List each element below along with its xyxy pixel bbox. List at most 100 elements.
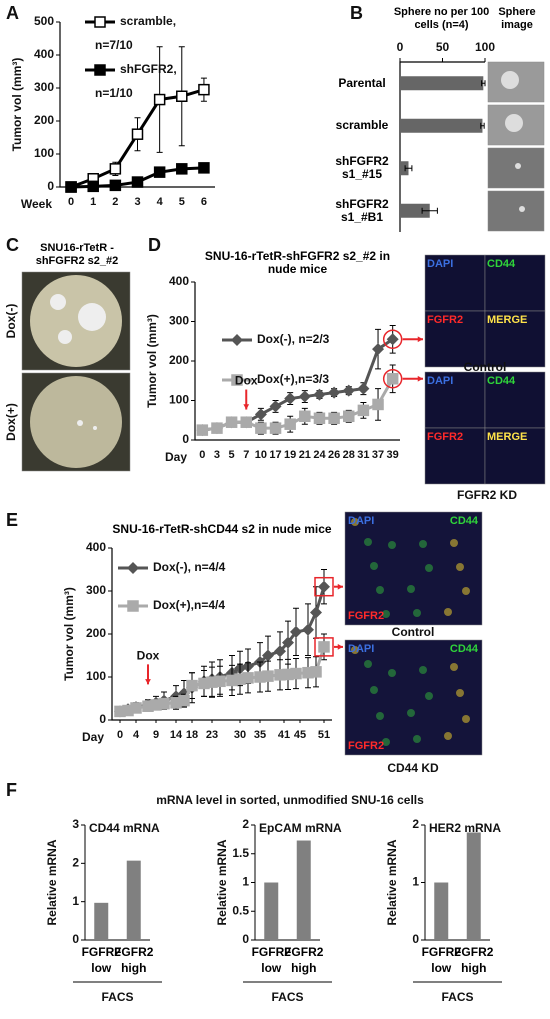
micrograph	[484, 371, 546, 429]
y-tick-label: 2	[242, 817, 249, 831]
x-tick-label: 21	[299, 449, 311, 461]
micrograph	[424, 310, 486, 368]
annotation: Dox	[235, 374, 258, 388]
marker	[211, 422, 223, 434]
marker	[310, 606, 322, 619]
cell	[376, 712, 384, 720]
arrow-head	[417, 336, 423, 343]
y-tick-label: 100	[169, 393, 189, 407]
micrograph	[487, 190, 545, 232]
legend-marker	[231, 334, 243, 346]
x-tick-label: 5	[229, 449, 235, 461]
bar	[466, 832, 481, 940]
cell	[382, 610, 390, 618]
channel-label: DAPI	[427, 258, 453, 270]
legend-label: Dox(-), n=2/3	[257, 332, 330, 346]
marker	[255, 422, 267, 434]
marker	[109, 179, 122, 192]
channel-label: DAPI	[427, 375, 453, 387]
highlight	[382, 329, 403, 350]
cell	[382, 738, 390, 746]
x-tick-label: 2	[112, 196, 118, 208]
x-tick-label: 3	[134, 196, 140, 208]
marker	[328, 386, 341, 399]
chart-title-box: SNU-16-rTetR-shFGFR2 s2_#2 in nude mice	[205, 250, 390, 276]
x-tick-label: 10	[255, 449, 267, 461]
cell	[419, 540, 427, 548]
marker	[153, 93, 166, 106]
bar	[400, 161, 409, 176]
x-tick-label: 0	[68, 196, 74, 208]
cell	[351, 646, 359, 654]
legend-note: n=1/10	[95, 86, 133, 100]
channel-label: FGFR2	[348, 740, 384, 752]
x-tick-label: 14	[170, 729, 183, 741]
micrograph	[487, 104, 545, 146]
marker	[254, 408, 267, 421]
error-bar	[480, 122, 485, 129]
y-axis-label: Relative mRNA	[385, 839, 399, 925]
chart-title: EpCAM mRNA	[259, 821, 342, 835]
y-tick-label: Parental	[338, 75, 386, 90]
annotation: Dox	[137, 649, 160, 663]
x-tick-label-box: FGFR2 low	[422, 945, 461, 975]
x-tick-label: 50	[436, 40, 450, 54]
marker	[290, 625, 302, 638]
x-tick-label: 35	[254, 729, 266, 741]
marker	[299, 410, 311, 423]
cell	[413, 735, 421, 743]
cell	[450, 539, 458, 547]
marker	[109, 163, 122, 175]
marker	[386, 333, 399, 346]
marker	[269, 400, 282, 413]
x-tick-label-box: FGFR2 low	[252, 945, 291, 975]
x-tick-label: 100	[475, 40, 495, 54]
marker	[313, 388, 326, 401]
y-axis-label: Tumor vol (mm³)	[62, 587, 76, 681]
x-tick-label: 6	[201, 196, 207, 208]
channel-label: CD44	[487, 375, 516, 387]
cell	[364, 660, 372, 668]
y-tick-label: 1	[412, 875, 419, 889]
y-tick-label-box: Parental	[338, 75, 386, 90]
y-tick-label: 300	[34, 80, 54, 94]
cell	[419, 666, 427, 674]
marker	[131, 128, 144, 140]
cell	[462, 587, 470, 595]
y-tick-label: 300	[86, 583, 106, 597]
channel-label: CD44	[450, 643, 479, 655]
arrow-head	[243, 404, 250, 410]
y-tick-label: 1	[72, 894, 79, 908]
x-tick-label: 4	[133, 729, 140, 741]
x-tick-label: 4	[157, 196, 164, 208]
x-axis-label: Week	[21, 197, 52, 211]
x-tick-label: 28	[343, 449, 355, 461]
cell	[450, 663, 458, 671]
axis	[194, 282, 400, 441]
cell	[456, 563, 464, 571]
marker	[313, 412, 326, 425]
channel-label: FGFR2	[427, 314, 463, 326]
image-title: SNU16-rTetR -shFGFR2 s2_#2	[35, 242, 119, 267]
error-bar	[481, 80, 486, 87]
marker	[357, 404, 370, 417]
x-tick-label: 0	[117, 729, 123, 741]
arrow-head	[337, 583, 343, 590]
cell	[407, 585, 415, 593]
marker	[342, 384, 355, 397]
x-tick-label: FGFR2 high	[114, 945, 154, 975]
marker	[262, 649, 274, 662]
channel-label: DAPI	[348, 643, 374, 655]
y-tick-label: 200	[169, 353, 189, 367]
y-axis-label: Relative mRNA	[215, 839, 229, 925]
marker	[302, 623, 314, 636]
y-tick-label: scramble	[335, 118, 389, 133]
cell	[413, 609, 421, 617]
cell	[444, 732, 452, 740]
y-tick-label-box: shFGFR2 s1_#15	[335, 155, 388, 181]
marker	[284, 418, 296, 430]
bar	[264, 882, 279, 940]
image-header: Sphere image	[498, 6, 536, 31]
marker	[65, 181, 77, 193]
x-tick-label: FGFR2 high	[454, 945, 494, 975]
